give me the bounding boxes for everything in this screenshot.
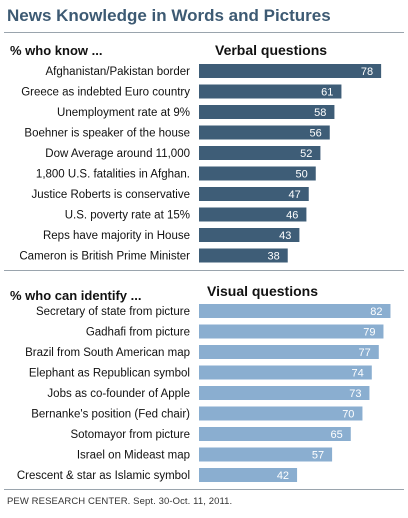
verbal-bar — [199, 248, 288, 263]
visual-bar-value-label: 82 — [370, 306, 382, 318]
verbal-bar-value-label: 46 — [286, 210, 298, 222]
source-note: PEW RESEARCH CENTER. Sept. 30-Oct. 11, 2… — [7, 496, 233, 507]
visual-category-label: Bernanke's position (Fed chair) — [31, 409, 190, 421]
visual-bar-value-label: 73 — [349, 388, 361, 400]
visual-category-label: Brazil from South American map — [25, 347, 190, 359]
visual-bar-value-label: 57 — [312, 450, 324, 462]
visual-bar-value-label: 65 — [331, 429, 343, 441]
verbal-category-label: Afghanistan/Pakistan border — [46, 66, 191, 78]
visual-category-label: Gadhafi from picture — [86, 327, 190, 339]
verbal-bar — [199, 207, 307, 222]
visual-category-label: Israel on Mideast map — [77, 450, 190, 462]
verbal-bar-value-label: 50 — [296, 169, 308, 181]
verbal-category-label: Boehner is speaker of the house — [24, 128, 190, 140]
verbal-bar — [199, 125, 330, 140]
verbal-bar-value-label: 52 — [300, 148, 312, 160]
visual-bar — [199, 365, 372, 380]
visual-bar — [199, 324, 384, 339]
visual-category-header: % who can identify ... — [10, 288, 142, 303]
verbal-bar — [199, 228, 300, 242]
visual-bar — [199, 427, 351, 441]
verbal-bar — [199, 105, 335, 119]
verbal-bar-value-label: 61 — [321, 87, 333, 99]
verbal-category-label: Greece as indebted Euro country — [21, 87, 190, 99]
verbal-category-label: U.S. poverty rate at 15% — [65, 210, 190, 222]
visual-bar — [199, 345, 379, 359]
verbal-bar-value-label: 43 — [279, 230, 291, 242]
verbal-bar — [199, 187, 309, 201]
verbal-bar-value-label: 58 — [314, 107, 326, 119]
footer-divider — [4, 489, 404, 490]
verbal-category-label: Unemployment rate at 9% — [57, 107, 190, 119]
visual-chart-title: Visual questions — [207, 283, 318, 299]
verbal-bar-value-label: 78 — [361, 66, 373, 78]
verbal-category-header: % who know ... — [10, 43, 103, 58]
verbal-bar — [199, 64, 382, 78]
verbal-bar — [199, 84, 342, 99]
visual-bar — [199, 406, 363, 421]
title-divider — [4, 32, 404, 33]
verbal-chart-title: Verbal questions — [215, 42, 328, 58]
visual-category-label: Elephant as Republican symbol — [29, 368, 190, 380]
visual-bar — [199, 447, 333, 462]
visual-bar-value-label: 70 — [342, 409, 354, 421]
visual-category-label: Jobs as co-founder of Apple — [47, 388, 190, 400]
verbal-category-label: Justice Roberts is conservative — [31, 189, 190, 201]
verbal-bar — [199, 146, 321, 160]
verbal-bar-value-label: 38 — [267, 251, 279, 263]
verbal-bar — [199, 166, 316, 181]
visual-category-label: Crescent & star as Islamic symbol — [17, 470, 190, 482]
verbal-bar-value-label: 47 — [288, 189, 300, 201]
verbal-category-label: Dow Average around 11,000 — [45, 148, 190, 160]
chart-title: News Knowledge in Words and Pictures — [7, 6, 331, 25]
verbal-category-label: Reps have majority in House — [43, 230, 190, 242]
visual-bar — [199, 468, 298, 482]
visual-bar-value-label: 79 — [363, 327, 375, 339]
visual-bar-value-label: 74 — [352, 368, 364, 380]
visual-bar-value-label: 77 — [359, 347, 371, 359]
visual-bar-value-label: 42 — [277, 470, 289, 482]
verbal-category-label: 1,800 U.S. fatalities in Afghan. — [36, 169, 190, 181]
visual-bar — [199, 304, 391, 318]
visual-bar — [199, 386, 370, 400]
visual-category-label: Secretary of state from picture — [36, 306, 190, 318]
verbal-bar-value-label: 56 — [310, 128, 322, 140]
verbal-category-label: Cameron is British Prime Minister — [19, 251, 190, 263]
section-divider — [4, 270, 404, 271]
visual-category-label: Sotomayor from picture — [70, 429, 190, 441]
